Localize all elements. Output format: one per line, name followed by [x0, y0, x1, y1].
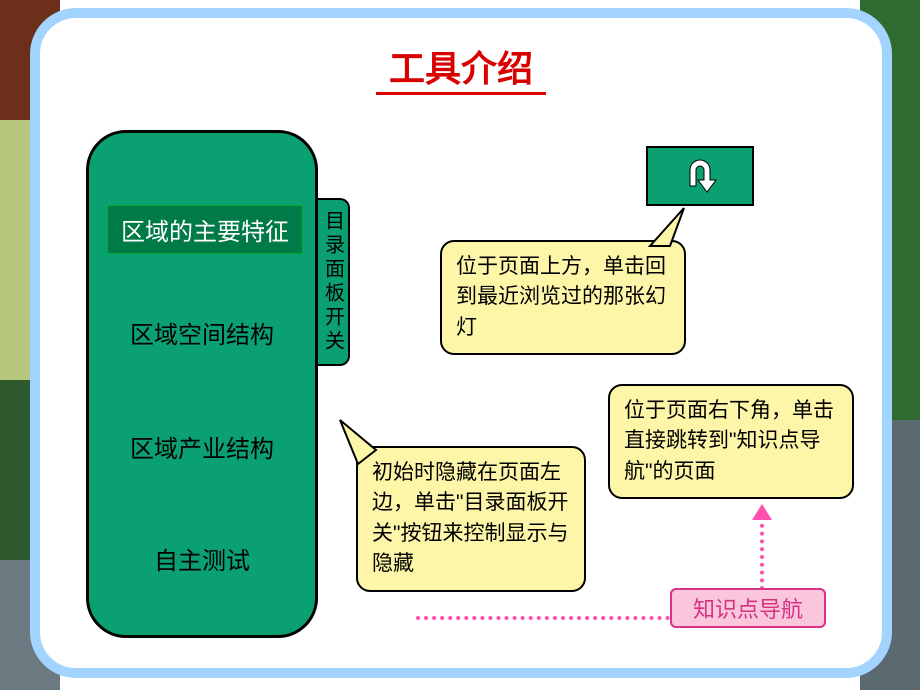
toc-item[interactable]: 区域的主要特征	[107, 205, 303, 254]
toc-item[interactable]: 区域空间结构	[89, 315, 315, 350]
callout-back-button: 位于页面上方，单击回到最近浏览过的那张幻灯	[440, 240, 686, 355]
back-button[interactable]	[646, 146, 754, 206]
callout-text: 初始时隐藏在页面左边，单击"目录面板开关"按钮来控制显示与隐藏	[372, 461, 568, 575]
callout-toc-toggle: 初始时隐藏在页面左边，单击"目录面板开关"按钮来控制显示与隐藏	[356, 446, 586, 592]
connector-line	[416, 616, 686, 620]
toc-panel: 区域的主要特征区域空间结构区域产业结构自主测试	[86, 130, 318, 638]
toc-item[interactable]: 区域产业结构	[89, 429, 315, 464]
nav-button-label: 知识点导航	[693, 592, 803, 624]
u-turn-icon	[676, 156, 724, 196]
callout-tail	[640, 206, 690, 256]
callout-text: 位于页面右下角，单击直接跳转到"知识点导航"的页面	[624, 399, 834, 483]
toc-item[interactable]: 自主测试	[89, 541, 315, 576]
title-underline	[376, 92, 546, 95]
callout-tail	[334, 418, 384, 478]
connector-line-vert	[760, 516, 764, 598]
callout-text: 位于页面上方，单击回到最近浏览过的那张幻灯	[456, 255, 666, 339]
slide-frame: 工具介绍 区域的主要特征区域空间结构区域产业结构自主测试 目录面板开关 位于页面…	[30, 8, 892, 678]
callout-nav-button: 位于页面右下角，单击直接跳转到"知识点导航"的页面	[608, 384, 854, 499]
toc-toggle-label: 目录面板开关	[319, 202, 348, 362]
connector-arrowhead	[752, 504, 772, 520]
slide-title: 工具介绍	[40, 40, 882, 92]
toc-toggle-tab[interactable]: 目录面板开关	[318, 198, 350, 366]
knowledge-nav-button[interactable]: 知识点导航	[670, 588, 826, 628]
